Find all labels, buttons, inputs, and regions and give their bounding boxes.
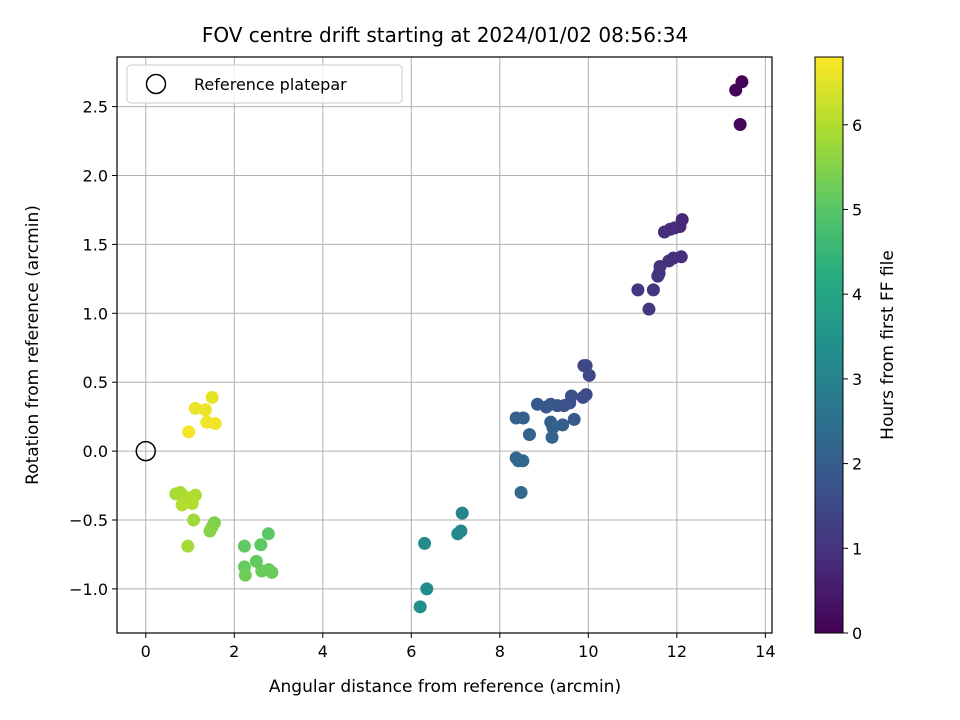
y-tick-label: −1.0 — [69, 580, 108, 599]
y-axis-label: Rotation from reference (arcmin) — [23, 205, 43, 485]
data-point — [175, 498, 189, 512]
data-point — [516, 454, 530, 468]
x-tick-label: 12 — [667, 642, 687, 661]
data-point — [733, 118, 747, 132]
legend-box — [126, 64, 403, 104]
colorbar-tick-label: 2 — [852, 455, 862, 474]
data-point — [203, 524, 217, 538]
x-tick-label: 10 — [578, 642, 598, 661]
data-point — [187, 513, 201, 527]
data-point — [657, 225, 671, 239]
colorbar-tick-label: 5 — [852, 200, 862, 219]
data-point — [642, 302, 656, 316]
colorbar-tick-label: 1 — [852, 539, 862, 558]
data-point — [255, 564, 269, 578]
x-tick-label: 2 — [229, 642, 239, 661]
x-tick-label: 0 — [141, 642, 151, 661]
data-point — [651, 269, 665, 283]
x-tick-label: 4 — [318, 642, 328, 661]
data-point — [545, 430, 559, 444]
x-tick-label: 8 — [495, 642, 505, 661]
data-point — [576, 390, 590, 404]
data-point — [265, 565, 279, 579]
data-point — [261, 527, 275, 541]
x-axis-label: Angular distance from reference (arcmin) — [269, 677, 621, 697]
data-point — [646, 283, 660, 297]
colorbar-gradient — [814, 56, 844, 634]
y-tick-label: 0.5 — [83, 373, 108, 392]
data-point — [181, 539, 195, 553]
data-point — [188, 401, 202, 415]
data-point — [199, 403, 213, 417]
colorbar-tick-label: 0 — [852, 624, 862, 643]
data-point — [413, 600, 427, 614]
x-tick-label: 14 — [755, 642, 775, 661]
data-point — [182, 425, 196, 439]
chart-title: FOV centre drift starting at 2024/01/02 … — [202, 23, 688, 47]
legend-marker-reference — [145, 73, 167, 95]
data-point — [582, 368, 596, 382]
data-points — [169, 75, 749, 614]
x-tick-label: 6 — [406, 642, 416, 661]
data-point — [205, 390, 219, 404]
data-point — [451, 527, 465, 541]
y-tick-label: 0.0 — [83, 442, 108, 461]
colorbar-label: Hours from first FF file — [878, 250, 898, 440]
colorbar-tick-label: 3 — [852, 370, 862, 389]
legend: Reference platepar — [126, 64, 403, 104]
y-tick-label: 1.5 — [83, 235, 108, 254]
y-tick-label: 2.5 — [83, 98, 108, 117]
grid — [117, 57, 772, 633]
data-point — [185, 496, 199, 510]
data-point — [238, 568, 252, 582]
y-tick-label: 2.0 — [83, 167, 108, 186]
data-point — [530, 397, 544, 411]
data-point — [546, 421, 560, 435]
colorbar-tick-label: 4 — [852, 285, 862, 304]
data-point — [249, 554, 263, 568]
data-point — [514, 485, 528, 499]
y-tick-label: −0.5 — [69, 511, 108, 530]
data-point — [208, 417, 222, 431]
data-point — [556, 418, 570, 432]
data-point — [455, 506, 469, 520]
data-point — [420, 582, 434, 596]
reference-platepar-marker — [135, 440, 157, 462]
data-point — [567, 412, 581, 426]
colorbar-ticks: 0 1 2 3 4 5 6 — [843, 116, 862, 643]
data-point — [509, 411, 523, 425]
data-point — [522, 428, 536, 442]
data-point — [631, 283, 645, 297]
colorbar: 0 1 2 3 4 5 6 Hours from first FF file — [814, 56, 898, 643]
data-point — [729, 83, 743, 97]
data-point — [418, 536, 432, 550]
plot-area — [117, 57, 772, 633]
plot-frame — [116, 56, 773, 634]
colorbar-tick-label: 6 — [852, 116, 862, 135]
data-point — [254, 538, 268, 552]
y-tick-label: 1.0 — [83, 304, 108, 323]
axis-ticks: 0 2 4 6 8 10 12 14 −1.0 −0.5 0.0 0.5 1.0 1.5 2.0 2.5 — [69, 98, 775, 661]
data-point — [237, 539, 251, 553]
legend-label-reference: Reference platepar — [194, 75, 347, 94]
